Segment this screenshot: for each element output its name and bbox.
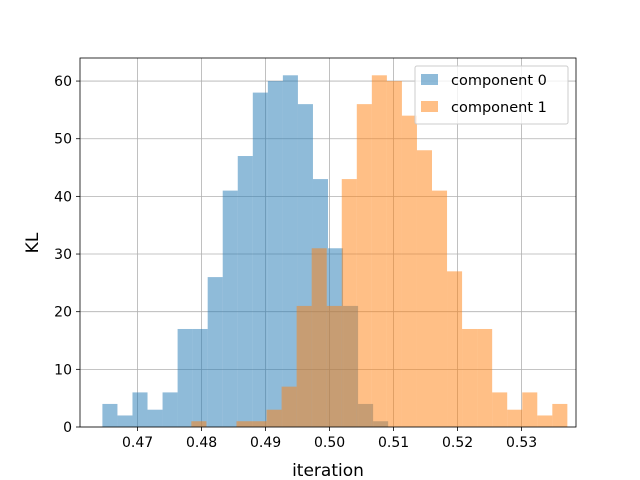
legend-label-component-1: component 1 (451, 100, 547, 116)
histogram-bar-component-1-bin-8 (311, 248, 327, 427)
histogram-bar-component-1-bin-20 (492, 392, 508, 427)
histogram-bar-component-1-bin-9 (326, 305, 342, 427)
y-axis-label: KL (23, 232, 43, 253)
y-tick-label-1: 10 (54, 362, 72, 378)
legend-swatch-component-0 (421, 74, 438, 85)
histogram-bar-component-1-bin-10 (341, 179, 357, 427)
histogram-bar-component-1-bin-5 (266, 409, 282, 427)
histogram-bar-component-1-bin-23 (537, 415, 553, 427)
histogram-bar-component-1-bin-18 (462, 328, 478, 427)
histogram-bar-component-1-bin-24 (552, 403, 568, 427)
histogram-bar-component-1-bin-13 (386, 81, 402, 427)
x-tick-label-0: 0.47 (122, 435, 153, 451)
histogram-bar-component-1-bin-16 (432, 190, 448, 427)
histogram-bar-component-0-bin-11 (267, 81, 283, 427)
histogram-bar-component-1-bin-3 (236, 421, 252, 427)
x-tick-label-6: 0.53 (506, 435, 537, 451)
histogram-bar-component-1-bin-0 (191, 421, 207, 427)
plot-area-frame (79, 57, 577, 428)
histogram-bar-component-0-bin-8 (222, 190, 238, 427)
histogram-bar-component-0-bin-4 (162, 392, 178, 427)
x-tick-label-2: 0.49 (250, 435, 281, 451)
histogram-bar-component-0-bin-5 (177, 328, 193, 427)
histogram-bar-component-0-bin-10 (252, 92, 268, 427)
x-tick-label-4: 0.51 (378, 435, 409, 451)
histogram-bar-component-0-bin-2 (132, 392, 148, 427)
x-tick-label-5: 0.52 (442, 435, 473, 451)
histogram-bar-component-1-bin-19 (477, 328, 493, 427)
histogram-bar-component-1-bin-17 (447, 271, 463, 427)
histogram-bar-component-0-bin-3 (147, 409, 163, 427)
histogram-bar-component-1-bin-6 (281, 386, 297, 427)
legend-frame (414, 65, 569, 125)
histogram-bar-component-0-bin-7 (207, 277, 223, 427)
histogram-bar-component-1-bin-11 (356, 104, 372, 427)
histogram-bar-component-0-bin-0 (102, 403, 118, 427)
histogram-bar-component-1-bin-7 (296, 305, 312, 427)
histogram-bar-component-1-bin-14 (401, 115, 417, 427)
histogram-bar-component-0-bin-12 (282, 75, 298, 427)
axis-ticks: 0.47 0.48 0.49 0.50 0.51 0.52 0.53 0 10 20 30 40 50 6… (54, 74, 537, 451)
histogram-bar-component-1-bin-12 (371, 75, 387, 427)
histogram-bar-component-0-bin-1 (117, 415, 133, 427)
histogram-bar-component-1-bin-21 (507, 409, 523, 427)
y-tick-label-5: 50 (54, 132, 72, 148)
x-tick-label-3: 0.50 (314, 435, 345, 451)
histogram-bar-component-1-bin-4 (251, 421, 267, 427)
y-tick-label-6: 60 (54, 74, 72, 90)
legend-label-component-0: component 0 (451, 73, 547, 89)
histogram-bar-component-0-bin-9 (237, 156, 253, 427)
x-axis-label: iteration (292, 461, 364, 480)
legend: component 0 component 1 (414, 65, 569, 125)
histogram-bar-component-0-bin-6 (192, 328, 208, 427)
y-tick-label-4: 40 (54, 189, 72, 205)
x-tick-label-1: 0.48 (186, 435, 217, 451)
y-tick-label-2: 20 (54, 305, 72, 321)
histogram-bar-component-1-bin-22 (522, 392, 538, 427)
y-tick-label-0: 0 (63, 420, 72, 436)
legend-swatch-component-1 (421, 101, 438, 112)
histogram-bar-component-1-bin-15 (416, 150, 432, 427)
histogram-bars (102, 75, 568, 427)
y-tick-label-3: 30 (54, 247, 72, 263)
